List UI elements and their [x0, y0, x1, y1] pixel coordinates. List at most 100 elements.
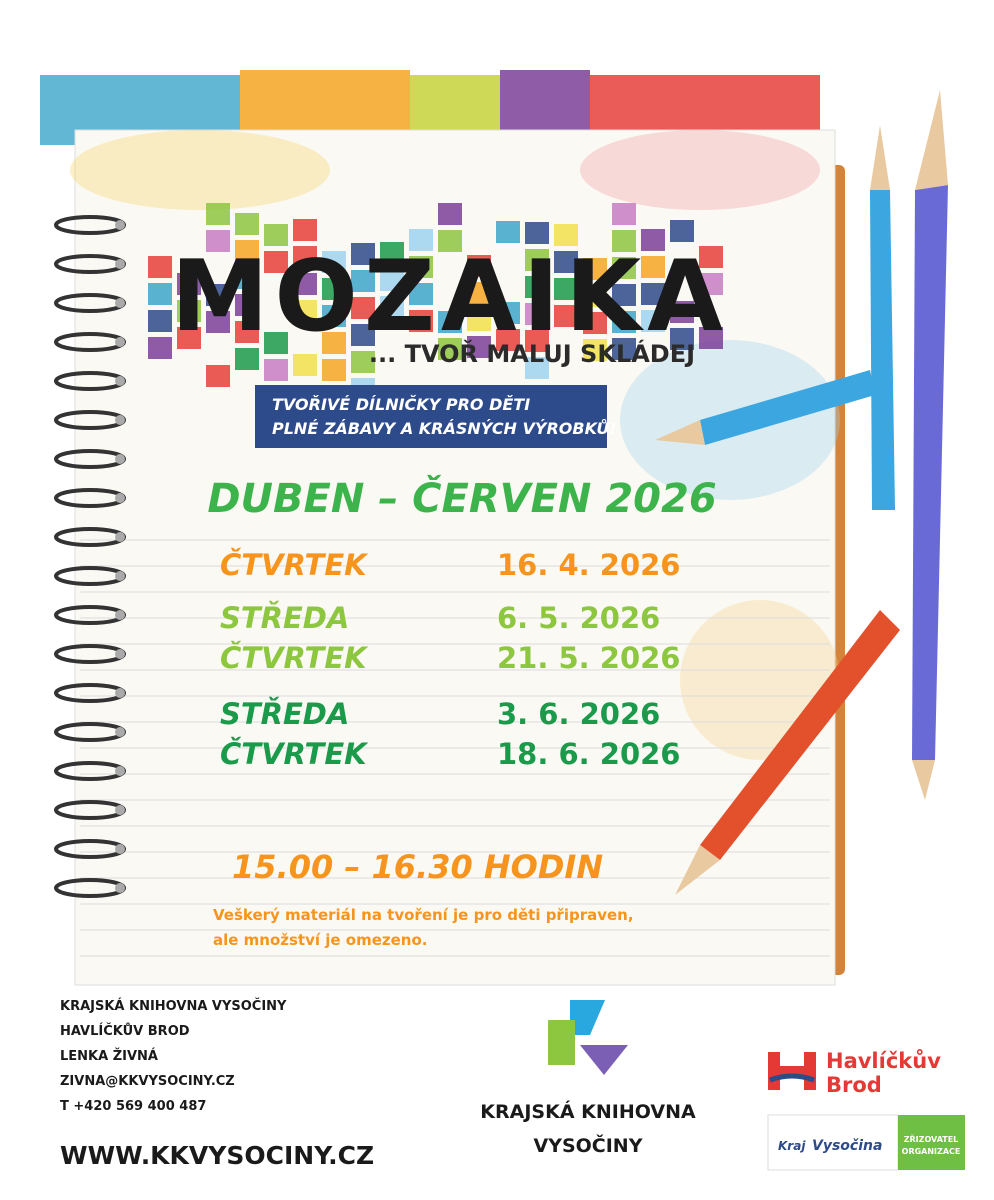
tile: [351, 243, 375, 265]
tile: [525, 276, 549, 298]
ring-hole: [115, 883, 125, 893]
tile: [554, 305, 578, 327]
tile: [264, 224, 288, 246]
tile: [467, 309, 491, 331]
tile: [525, 249, 549, 271]
tile: [438, 338, 462, 360]
date: 3. 6. 2026: [497, 697, 660, 731]
tile: [583, 339, 607, 361]
region-role: ORGANIZACE: [902, 1147, 961, 1156]
contact-line: T +420 569 400 487: [60, 1099, 206, 1114]
ring-hole: [115, 415, 125, 425]
tile: [641, 229, 665, 251]
tile: [496, 221, 520, 243]
tile: [670, 328, 694, 350]
banner-line: TVOŘIVÉ DÍLNIČKY PRO DĚTI: [272, 394, 530, 414]
date: 16. 4. 2026: [497, 548, 680, 582]
tile: [554, 224, 578, 246]
banner-box: [255, 385, 607, 448]
contact-line: KRAJSKÁ KNIHOVNA VYSOČINY: [60, 998, 287, 1014]
tile: [235, 348, 259, 370]
ring-hole: [115, 493, 125, 503]
tile: [351, 297, 375, 319]
period: DUBEN – ČERVEN 2026: [207, 473, 716, 522]
note-line: Veškerý materiál na tvoření je pro děti …: [213, 906, 634, 924]
rule-lines: [80, 539, 830, 957]
tile: [641, 310, 665, 332]
tile: [264, 251, 288, 273]
tile: [641, 283, 665, 305]
day: STŘEDA: [220, 697, 349, 731]
date: 6. 5. 2026: [497, 601, 660, 635]
tile: [264, 332, 288, 354]
tile: [409, 229, 433, 251]
banner-line: PLNÉ ZÁBAVY A KRÁSNÝCH VÝROBKŮ!: [272, 419, 617, 438]
tile: [235, 267, 259, 289]
tile: [322, 251, 346, 273]
ring-hole: [115, 454, 125, 464]
tile: [206, 311, 230, 333]
contact-line: ZIVNA@KKVYSOCINY.CZ: [60, 1074, 235, 1089]
tile: [235, 240, 259, 262]
day: ČTVRTEK: [220, 548, 369, 582]
ring-hole: [115, 571, 125, 581]
tile: [612, 338, 636, 360]
tile: [612, 284, 636, 306]
spiral-rings: [54, 215, 126, 898]
city-name: Brod: [826, 1073, 882, 1097]
tile: [351, 270, 375, 292]
library-name: KRAJSKÁ KNIHOVNA: [480, 1100, 696, 1123]
ring-hole: [115, 844, 125, 854]
tagline: ... TVOŘ MALUJ SKLÁDEJ: [369, 339, 695, 368]
tile: [293, 246, 317, 268]
library-name: VYSOČINY: [534, 1133, 643, 1157]
tile: [612, 203, 636, 225]
region-box: [767, 1114, 899, 1171]
tile: [380, 296, 404, 318]
tile: [525, 330, 549, 352]
time: 15.00 – 16.30 HODIN: [232, 848, 603, 886]
tile: [177, 300, 201, 322]
ring-hole: [115, 649, 125, 659]
tile: [177, 273, 201, 295]
ring-hole: [115, 298, 125, 308]
tile: [148, 310, 172, 332]
tile: [612, 311, 636, 333]
tile: [235, 321, 259, 343]
tile: [322, 332, 346, 354]
tile: [235, 213, 259, 235]
tile: [554, 251, 578, 273]
tile: [612, 230, 636, 252]
region-name: Vysočina: [812, 1138, 882, 1154]
tile: [293, 219, 317, 241]
tile: [322, 359, 346, 381]
tile: [496, 329, 520, 351]
ring-hole: [115, 337, 125, 347]
tile: [409, 310, 433, 332]
day: STŘEDA: [220, 601, 349, 635]
tile: [148, 283, 172, 305]
date: 21. 5. 2026: [497, 641, 680, 675]
schedule: ČTVRTEK 16. 4. 2026 STŘEDA 6. 5. 2026 ČTVRTE…: [220, 548, 680, 771]
mosaic-tiles: [148, 203, 723, 408]
library-logo-mark: [548, 1000, 628, 1075]
region-role: ZŘIZOVATEL: [904, 1133, 959, 1144]
tile: [206, 365, 230, 387]
tile: [438, 311, 462, 333]
tile: [206, 203, 230, 225]
ring-hole: [115, 610, 125, 620]
tile: [438, 203, 462, 225]
city-name: Havlíčkův: [826, 1049, 941, 1073]
tile: [699, 246, 723, 268]
tile: [699, 327, 723, 349]
pencils: [655, 90, 948, 895]
ring-hole: [115, 220, 125, 230]
tile: [351, 351, 375, 373]
tile: [467, 336, 491, 358]
day: ČTVRTEK: [220, 737, 369, 771]
tile: [583, 285, 607, 307]
ring-hole: [115, 259, 125, 269]
tile: [206, 230, 230, 252]
tile: [235, 294, 259, 316]
